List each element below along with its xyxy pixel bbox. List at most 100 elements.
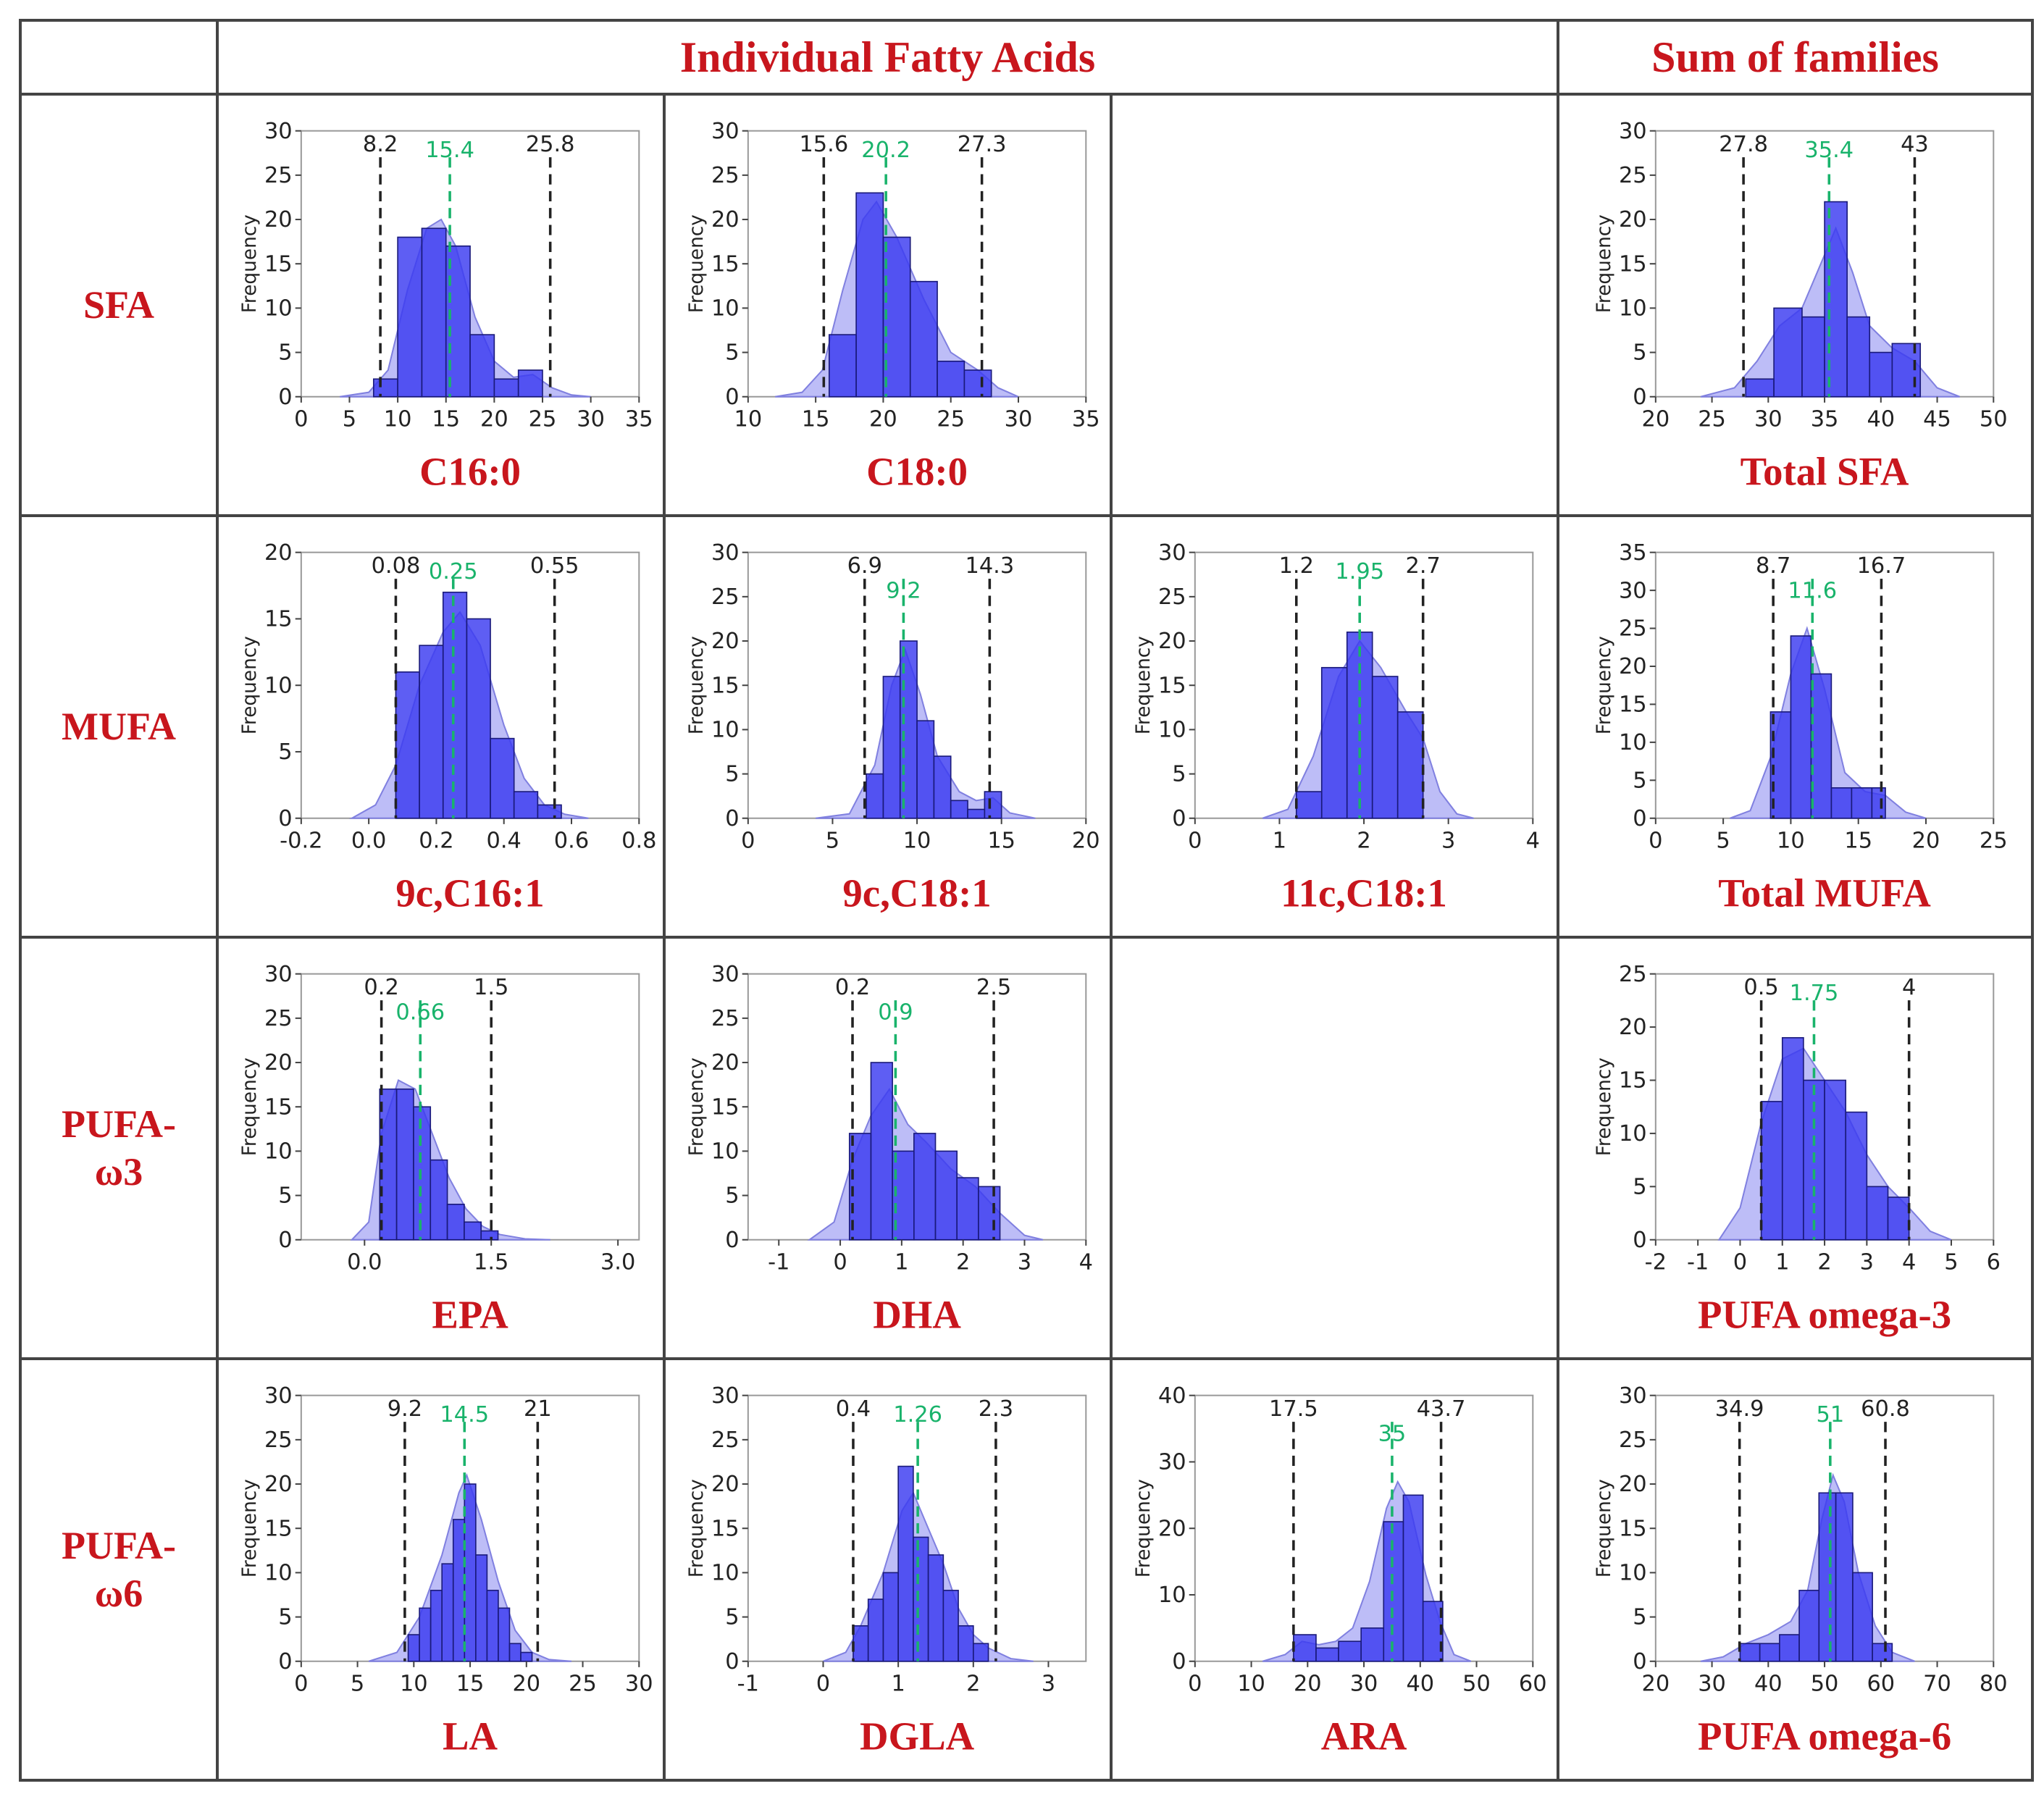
x-tick-label: 40 xyxy=(1406,1671,1434,1696)
x-tick-label: 45 xyxy=(1923,406,1951,432)
reference-lower-label: 6.9 xyxy=(847,553,882,579)
y-tick-label: 20 xyxy=(264,207,293,232)
chart-cell-c18-0: 0 5 10 15 20 25 30 10 15 20 25 30 35 Frequency 15.6 27.… xyxy=(663,93,1113,517)
y-tick-label: 30 xyxy=(711,1383,740,1409)
x-tick-label: 20 xyxy=(1294,1671,1322,1696)
x-tick-label: 4 xyxy=(1902,1249,1916,1275)
x-tick-label: 80 xyxy=(1980,1671,2008,1696)
reference-lower-label: 1.2 xyxy=(1279,553,1314,579)
histogram-bar xyxy=(372,378,398,398)
fatty-acid-histogram-grid: Individual Fatty Acids Sum of families S… xyxy=(19,19,2034,1782)
y-tick-label: 30 xyxy=(1619,119,1647,144)
histogram-bar xyxy=(1760,1101,1783,1241)
x-tick-label: 3.0 xyxy=(600,1249,635,1275)
row-label-line: ω3 xyxy=(94,1150,143,1194)
x-tick-label: 50 xyxy=(1462,1671,1491,1696)
empty-cell xyxy=(1110,93,1559,517)
y-tick-label: 0 xyxy=(1633,1228,1646,1253)
y-tick-label: 5 xyxy=(278,739,292,765)
histogram-bar xyxy=(1872,1643,1893,1662)
histogram-chart-pufa-omega6: 0 5 10 15 20 25 30 20 30 40 50 60 70 80 Frequency 34.9 6… xyxy=(1593,1383,2008,1759)
histogram-bar xyxy=(1798,1590,1820,1662)
y-tick-label: 15 xyxy=(711,1094,740,1120)
y-tick-label: 20 xyxy=(711,629,740,654)
header-individual-fatty-acids: Individual Fatty Acids xyxy=(216,19,1559,96)
histogram-bar xyxy=(480,1230,499,1241)
histogram-bar xyxy=(1402,1494,1424,1662)
histogram-bar xyxy=(942,1590,959,1662)
histogram-bar xyxy=(1835,1492,1854,1662)
median-label: 1.75 xyxy=(1790,981,1839,1006)
y-tick-label: 15 xyxy=(264,1516,293,1541)
histogram-chart-pufa-omega3: 0 5 10 15 20 25 -2 -1 0 1 2 3 4 5 6 Frequency 0.5 4 1.75 PU… xyxy=(1593,962,2001,1337)
fatty-acid-title: Total MUFA xyxy=(1718,871,1931,915)
x-tick-label: 5 xyxy=(1944,1249,1958,1275)
chart-cell-pufa-omega6: 0 5 10 15 20 25 30 20 30 40 50 60 70 80 Frequency 34.9 6… xyxy=(1557,1357,2034,1782)
histogram-bar xyxy=(464,1221,482,1241)
reference-upper-label: 16.7 xyxy=(1857,553,1906,579)
y-tick-label: 5 xyxy=(725,762,739,787)
y-tick-label: 30 xyxy=(1619,1383,1647,1409)
y-tick-label: 20 xyxy=(1619,207,1647,232)
x-tick-label: 30 xyxy=(577,406,605,432)
reference-upper-label: 27.3 xyxy=(958,132,1007,157)
y-axis-label: Frequency xyxy=(686,1479,708,1577)
y-axis-label: Frequency xyxy=(1593,214,1615,313)
y-tick-label: 10 xyxy=(1619,1561,1647,1586)
y-tick-label: 30 xyxy=(1619,578,1647,603)
y-tick-label: 20 xyxy=(1619,1472,1647,1497)
row-label-sfa: SFA xyxy=(19,93,219,517)
histogram-bar xyxy=(446,1203,465,1241)
header-corner xyxy=(19,19,219,96)
y-tick-label: 20 xyxy=(1158,629,1186,654)
row-label-mufa: MUFA xyxy=(19,514,219,939)
x-tick-label: 1 xyxy=(1775,1249,1789,1275)
histogram-bar xyxy=(882,1572,899,1662)
y-tick-label: 0 xyxy=(278,385,292,410)
x-tick-label: 0 xyxy=(294,406,308,432)
median-label: 0.9 xyxy=(878,1000,913,1026)
histogram-bar xyxy=(469,334,495,398)
y-tick-label: 10 xyxy=(264,1139,293,1165)
histogram-bar xyxy=(421,227,447,398)
histogram-bar xyxy=(909,280,938,398)
fatty-acid-title: 11c,C18:1 xyxy=(1281,871,1447,915)
reference-lower-label: 0.5 xyxy=(1743,975,1778,1000)
y-tick-label: 25 xyxy=(1619,1428,1647,1453)
x-tick-label: 50 xyxy=(1980,406,2008,432)
y-tick-label: 5 xyxy=(1633,768,1646,793)
median-label: 35 xyxy=(1378,1422,1407,1447)
y-tick-label: 25 xyxy=(1158,584,1186,610)
x-tick-label: 15 xyxy=(802,406,830,432)
x-tick-label: 35 xyxy=(1811,406,1839,432)
y-tick-label: 25 xyxy=(264,163,293,188)
histogram-bar xyxy=(978,1186,1001,1241)
histogram-bar xyxy=(870,1062,893,1241)
x-tick-label: 0 xyxy=(816,1671,830,1696)
x-tick-label: 3 xyxy=(1018,1249,1031,1275)
histogram-bar xyxy=(1759,1643,1780,1662)
x-tick-label: 10 xyxy=(1237,1671,1265,1696)
y-tick-label: 25 xyxy=(711,1428,740,1453)
x-tick-label: 1 xyxy=(895,1249,908,1275)
y-tick-label: 5 xyxy=(1633,1174,1646,1199)
y-axis-label: Frequency xyxy=(1133,1479,1155,1577)
chart-cell-total-mufa: 0 5 10 15 20 25 30 35 0 5 10 15 20 25 Frequency 8.7 16.7… xyxy=(1557,514,2034,939)
reference-upper-label: 2.7 xyxy=(1406,553,1441,579)
row-label-line: ω6 xyxy=(94,1572,143,1615)
chart-cell-total-sfa: 0 5 10 15 20 25 30 20 25 30 35 40 45 50 Frequency 27.8 4… xyxy=(1557,93,2034,517)
y-tick-label: 0 xyxy=(1633,385,1646,410)
y-tick-label: 0 xyxy=(1633,806,1646,831)
x-tick-label: 15 xyxy=(987,828,1015,853)
fatty-acid-title: DGLA xyxy=(860,1714,975,1758)
median-label: 9.2 xyxy=(886,579,921,604)
fatty-acid-title: 9c,C16:1 xyxy=(395,871,544,915)
histogram-bar xyxy=(956,1177,979,1241)
reference-upper-label: 2.5 xyxy=(976,975,1011,1000)
histogram-bar xyxy=(927,1554,944,1662)
histogram-bar xyxy=(1810,673,1833,819)
y-tick-label: 15 xyxy=(264,251,293,277)
x-tick-label: 35 xyxy=(1072,406,1100,432)
x-tick-label: 0 xyxy=(1188,1671,1202,1696)
